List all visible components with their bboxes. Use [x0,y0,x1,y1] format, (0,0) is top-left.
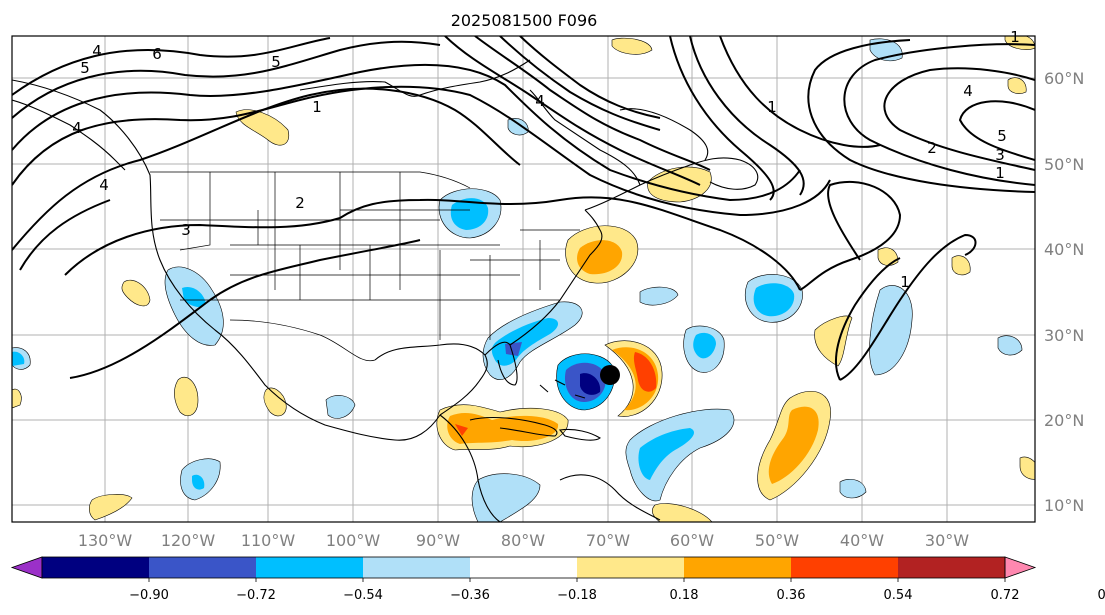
latitude-label: 20°N [1044,411,1084,430]
contour-label: 1 [312,98,322,116]
colorbar-tick-label: 0.36 [777,588,806,603]
contour-label: 5 [271,53,281,71]
longitude-label: 80°W [501,531,545,550]
colorbar-tick-label: −0.72 [236,588,276,603]
longitude-label: 70°W [586,531,630,550]
longitude-label: 130°W [78,531,133,550]
colorbar-segment [42,557,150,578]
latitude-label: 40°N [1044,240,1084,259]
contour-label: 3 [995,146,1005,164]
colorbar-segment [898,557,1006,578]
colorbar-tick-label: 0.90 [1098,588,1105,603]
longitude-label: 40°W [840,531,884,550]
colorbar-segment [256,557,364,578]
colorbar-segment [684,557,792,578]
colorbar-tick-label: 0.72 [991,588,1020,603]
longitude-label: 30°W [925,531,969,550]
colorbar-tick-label: −0.90 [129,588,169,603]
latitude-labels: 60°N 50°N 40°N 30°N 20°N 10°N [1044,69,1084,515]
map-title: 2025081500 F096 [451,11,598,30]
contour-label: 5 [997,127,1007,145]
colorbar-segment [149,557,257,578]
longitude-label: 100°W [326,531,381,550]
longitude-label: 110°W [241,531,296,550]
colorbar-segment [363,557,471,578]
contour-label: 4 [72,119,82,137]
contour-label: 4 [99,176,109,194]
state-borders [150,171,580,362]
colorbar-tick-label: 0.18 [670,588,699,603]
latitude-label: 60°N [1044,69,1084,88]
contour-label: 5 [80,59,90,77]
colorbar-extend-low [10,556,43,579]
colorbar-frame [41,556,1006,579]
contour-label: 4 [535,92,545,110]
longitude-label: 90°W [416,531,460,550]
contour-label: 1 [767,98,777,116]
longitude-label: 50°W [755,531,799,550]
colorbar-tick-label: −0.54 [343,588,383,603]
colorbar-tick-label: −0.18 [557,588,597,603]
map-panel[interactable] [12,34,1040,522]
longitude-label: 60°W [670,531,714,550]
colorbar-segment [577,557,685,578]
latitude-label: 30°N [1044,326,1084,345]
storm-center-marker[interactable] [600,365,620,385]
contour-label: 6 [152,45,162,63]
contour-label: 3 [181,221,191,239]
map-frame [11,35,1036,523]
contour-label: 4 [963,82,973,100]
contour-label: 4 [92,42,102,60]
contour-label: 2 [295,194,305,212]
colorbar-tick-label: 0.54 [884,588,913,603]
colorbar-segment [791,557,899,578]
colorbar-segment [470,557,578,578]
contour-label: 2 [927,139,937,157]
contour-label: 1 [900,273,910,291]
longitude-label: 120°W [161,531,216,550]
negative-anomaly-fill [12,38,1023,522]
colorbar [10,556,1037,579]
black-contour-lines [12,36,1035,381]
colorbar-tick-labels: −0.90 −0.72 −0.54 −0.36 −0.18 0.18 0.36 0.54 0.7… [129,578,1105,603]
contour-label: 1 [1010,28,1020,46]
contour-label: 1 [995,164,1005,182]
colorbar-extend-high [1004,556,1037,579]
latitude-label: 10°N [1044,496,1084,515]
longitude-labels: 130°W 120°W 110°W 100°W 90°W 80°W 70°W 60°W 50°W… [78,531,969,550]
positive-anomaly-fill [12,36,1035,522]
colorbar-tick-label: −0.36 [450,588,490,603]
latitude-label: 50°N [1044,155,1084,174]
